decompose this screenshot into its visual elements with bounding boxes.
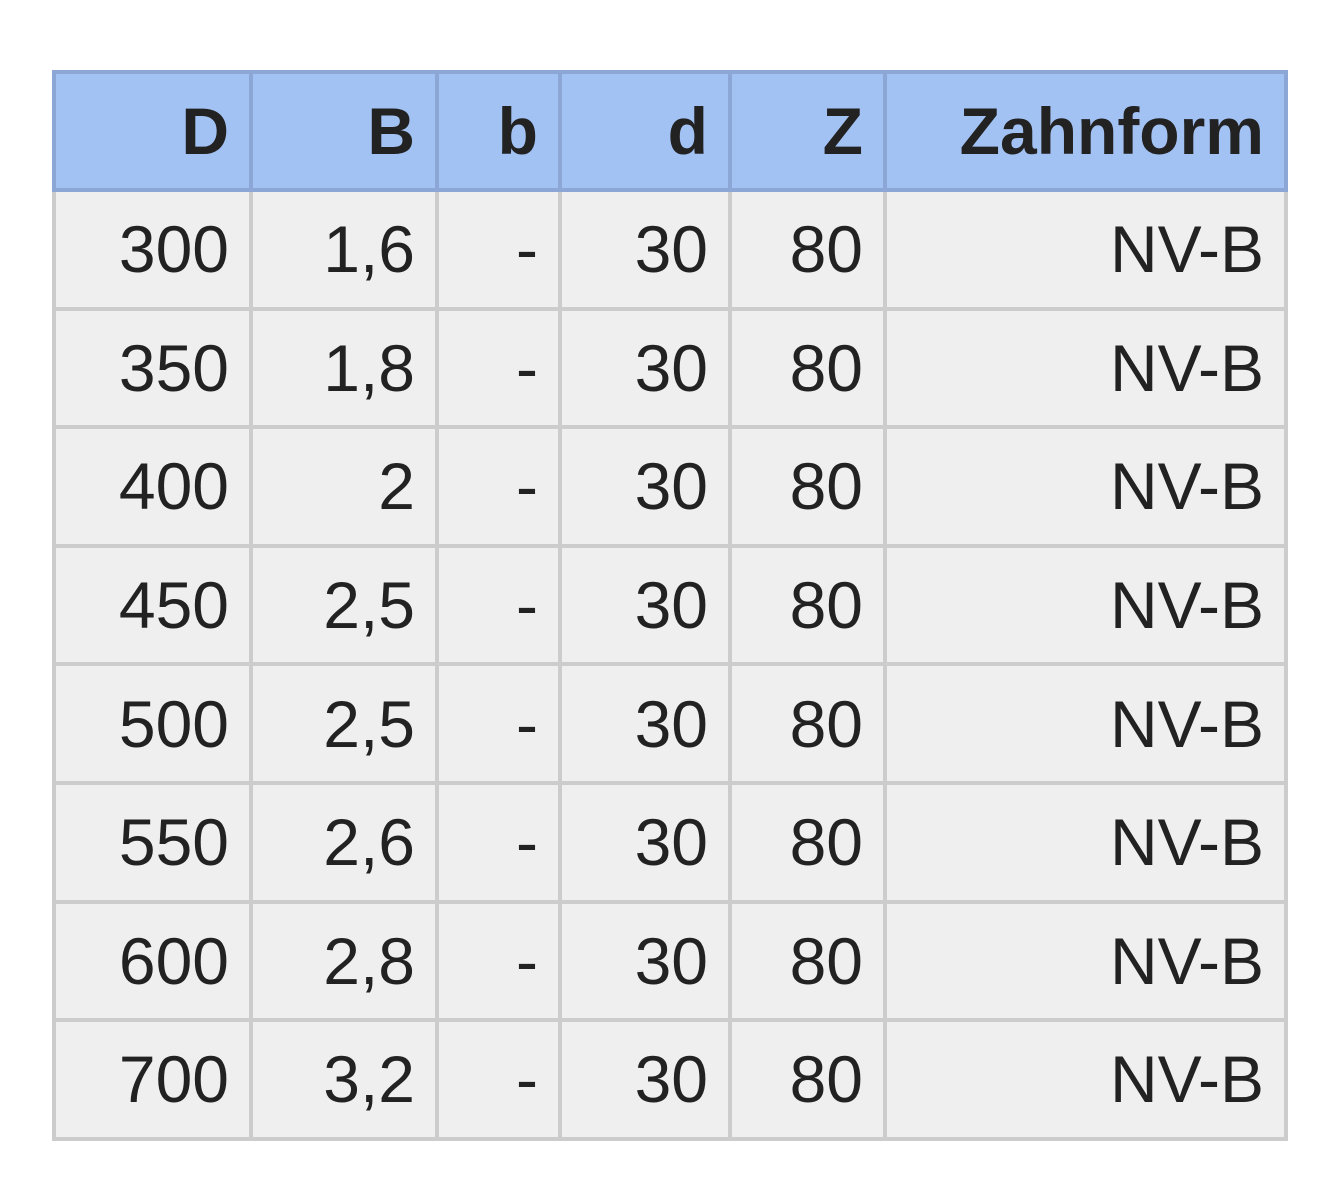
column-header: d: [558, 70, 732, 192]
table-cell: 80: [728, 780, 887, 904]
table-cell: 3,2: [249, 1018, 439, 1141]
table-cell: 80: [728, 306, 887, 430]
table-cell: -: [435, 543, 562, 667]
table-cell: 1,6: [249, 188, 439, 311]
table-cell: 30: [558, 543, 732, 667]
table-cell: 80: [728, 662, 887, 785]
table-cell: NV-B: [883, 188, 1288, 311]
table-row: 300 1,6-30 80 NV-B: [52, 188, 1288, 311]
table-cell: 1,8: [249, 306, 439, 430]
column-header: b: [435, 70, 562, 192]
table-cell: 400: [52, 425, 253, 548]
table-cell: NV-B: [883, 899, 1288, 1023]
table-row: 400 2-30 80 NV-B: [52, 425, 1288, 548]
table-cell: 2,5: [249, 662, 439, 785]
table-cell: -: [435, 899, 562, 1023]
table-row: 700 3,2-30 80 NV-B: [52, 1018, 1288, 1141]
table-cell: 550: [52, 780, 253, 904]
table-row: 550 2,6-30 80 NV-B: [52, 780, 1288, 904]
table-cell: 500: [52, 662, 253, 785]
table-cell: -: [435, 188, 562, 311]
table-cell: 30: [558, 188, 732, 311]
table-cell: NV-B: [883, 780, 1288, 904]
table-cell: 700: [52, 1018, 253, 1141]
table-cell: 30: [558, 899, 732, 1023]
table-cell: NV-B: [883, 662, 1288, 785]
table-cell: 80: [728, 899, 887, 1023]
column-header: B: [249, 70, 439, 192]
table-cell: 30: [558, 662, 732, 785]
table-cell: 80: [728, 543, 887, 667]
table-cell: 350: [52, 306, 253, 430]
column-header: D: [52, 70, 253, 192]
table-cell: -: [435, 1018, 562, 1141]
table-cell: -: [435, 662, 562, 785]
table-cell: NV-B: [883, 306, 1288, 430]
table-row: 450 2,5-30 80 NV-B: [52, 543, 1288, 667]
table-cell: 450: [52, 543, 253, 667]
table-cell: -: [435, 306, 562, 430]
table-cell: 300: [52, 188, 253, 311]
column-header: Z: [728, 70, 887, 192]
table-cell: NV-B: [883, 543, 1288, 667]
table-row: 500 2,5-30 80 NV-B: [52, 662, 1288, 785]
table-row: 600 2,8-30 80 NV-B: [52, 899, 1288, 1023]
table-cell: 2: [249, 425, 439, 548]
table-row: 350 1,8-30 80 NV-B: [52, 306, 1288, 430]
table-cell: 600: [52, 899, 253, 1023]
table-cell: 30: [558, 306, 732, 430]
table-cell: NV-B: [883, 1018, 1288, 1141]
table-cell: -: [435, 425, 562, 548]
table-cell: 2,6: [249, 780, 439, 904]
table-cell: 2,8: [249, 899, 439, 1023]
table-cell: 30: [558, 425, 732, 548]
table-cell: 30: [558, 1018, 732, 1141]
table-cell: 80: [728, 425, 887, 548]
table-cell: 30: [558, 780, 732, 904]
column-header: Zahnform: [883, 70, 1288, 192]
table-cell: 80: [728, 1018, 887, 1141]
table-cell: -: [435, 780, 562, 904]
table-cell: 2,5: [249, 543, 439, 667]
table-cell: 80: [728, 188, 887, 311]
table-cell: NV-B: [883, 425, 1288, 548]
